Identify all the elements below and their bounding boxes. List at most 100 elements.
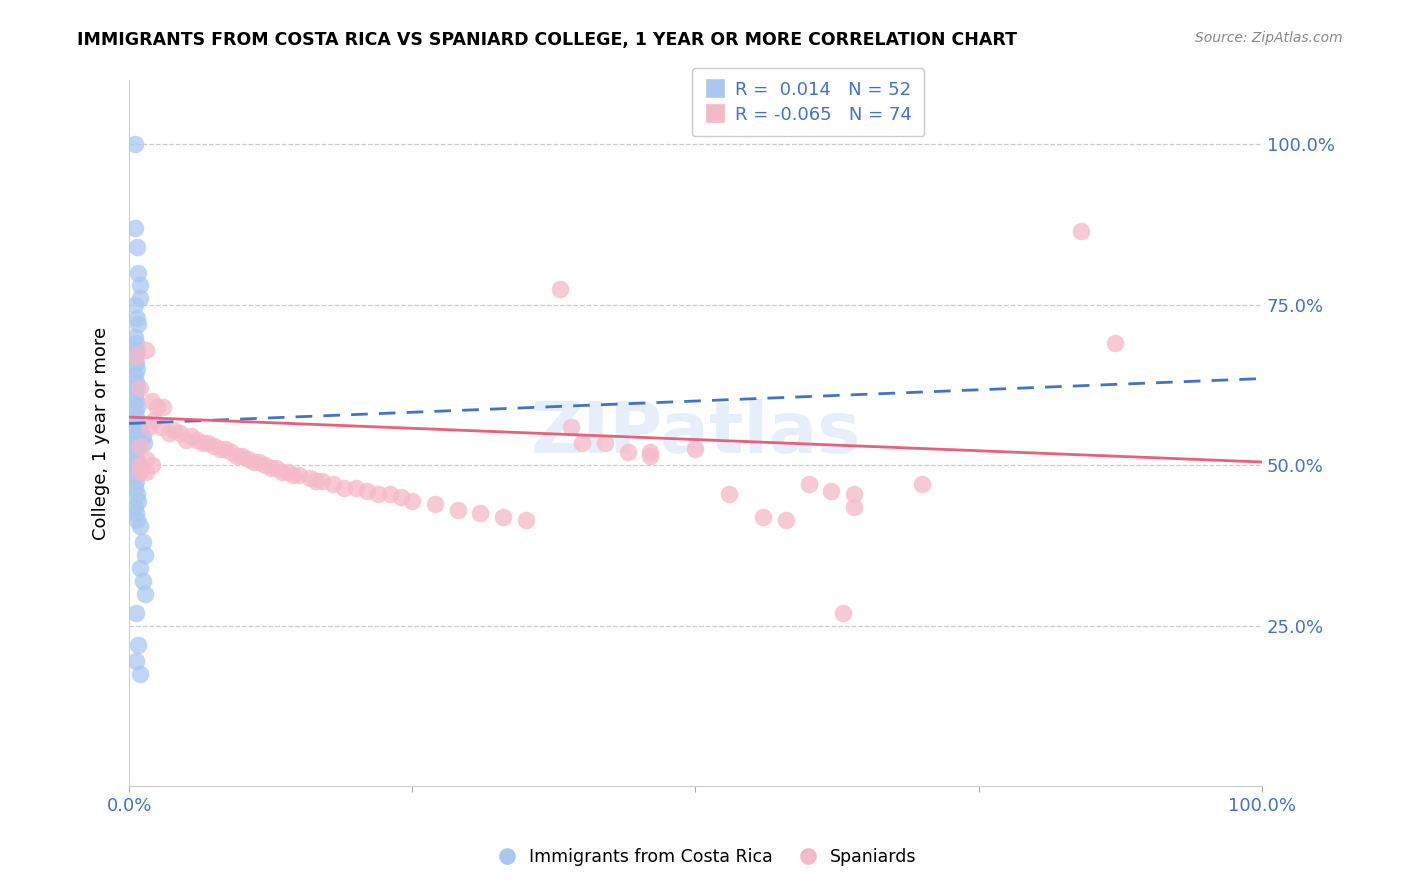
Point [638, 449, 661, 463]
Point [124, 298, 146, 312]
Point [515, 513, 537, 527]
Point [124, 461, 146, 475]
Point [560, 419, 582, 434]
Point [446, 503, 468, 517]
Point [129, 381, 152, 395]
Point [470, 507, 492, 521]
Point [125, 449, 148, 463]
Point [797, 477, 820, 491]
Point [219, 445, 242, 459]
Point [125, 606, 148, 620]
Point [125, 240, 148, 254]
Point [125, 654, 148, 668]
Point [571, 435, 593, 450]
Point [322, 477, 344, 491]
Text: ZIPatlas: ZIPatlas [530, 399, 860, 467]
Point [124, 137, 146, 152]
Point [129, 465, 152, 479]
Point [775, 513, 797, 527]
Point [214, 442, 236, 457]
Point [186, 433, 208, 447]
Point [492, 509, 515, 524]
Point [141, 394, 163, 409]
Point [141, 458, 163, 473]
Point [266, 461, 288, 475]
Point [124, 500, 146, 514]
Y-axis label: College, 1 year or more: College, 1 year or more [93, 326, 110, 540]
Point [132, 435, 155, 450]
Point [124, 387, 146, 401]
Point [125, 467, 148, 482]
Point [125, 513, 148, 527]
Point [831, 606, 853, 620]
Point [180, 429, 202, 443]
Point [125, 362, 148, 376]
Point [134, 586, 156, 600]
Point [152, 401, 174, 415]
Point [125, 355, 148, 369]
Point [134, 548, 156, 562]
Point [389, 491, 412, 505]
Point [124, 442, 146, 457]
Point [344, 481, 367, 495]
Point [149, 419, 172, 434]
Point [593, 435, 616, 450]
Point [197, 435, 219, 450]
Point [125, 401, 148, 415]
Point [125, 429, 148, 443]
Point [131, 535, 153, 549]
Point [378, 487, 401, 501]
Point [127, 266, 149, 280]
Point [163, 423, 186, 437]
Point [129, 291, 152, 305]
Point [125, 475, 148, 489]
Point [208, 442, 231, 457]
Point [143, 413, 166, 427]
Point [146, 401, 169, 415]
Legend: Immigrants from Costa Rica, Spaniards: Immigrants from Costa Rica, Spaniards [482, 841, 924, 872]
Point [616, 445, 638, 459]
Point [283, 467, 305, 482]
Point [125, 455, 148, 469]
Point [124, 403, 146, 417]
Point [131, 574, 153, 588]
Point [124, 368, 146, 383]
Point [127, 493, 149, 508]
Point [191, 435, 214, 450]
Point [125, 487, 148, 501]
Point [1104, 336, 1126, 351]
Point [125, 381, 148, 395]
Point [129, 666, 152, 681]
Point [129, 458, 152, 473]
Point [125, 435, 148, 450]
Point [135, 465, 157, 479]
Point [202, 439, 225, 453]
Point [271, 465, 294, 479]
Point [138, 419, 160, 434]
Point [129, 278, 152, 293]
Point [127, 317, 149, 331]
Point [127, 638, 149, 652]
Point [135, 451, 157, 466]
Point [125, 507, 148, 521]
Point [820, 483, 842, 498]
Point [288, 467, 311, 482]
Point [174, 433, 197, 447]
Point [129, 439, 152, 453]
Point [125, 410, 148, 425]
Point [169, 426, 191, 441]
Point [333, 481, 356, 495]
Point [356, 483, 378, 498]
Point [125, 349, 148, 363]
Point [548, 282, 571, 296]
Point [125, 343, 148, 357]
Point [242, 455, 264, 469]
Point [401, 493, 423, 508]
Point [1070, 224, 1092, 238]
Point [231, 449, 253, 463]
Point [842, 500, 865, 514]
Point [277, 465, 299, 479]
Point [125, 394, 148, 409]
Point [752, 509, 775, 524]
Point [842, 487, 865, 501]
